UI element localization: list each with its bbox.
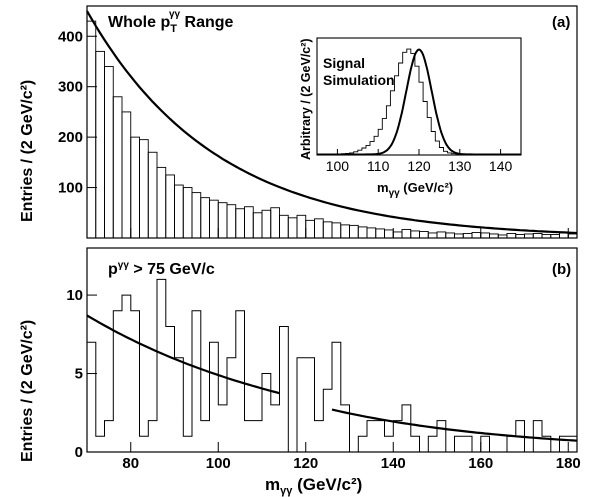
panel-a-bin — [147, 151, 158, 239]
panel-a-bin — [506, 233, 517, 239]
panel-a-bin — [156, 166, 167, 239]
panel-a-bin — [86, 20, 97, 239]
panel-b-label: (b) — [552, 261, 571, 278]
panel-b-x-tick-label: 120 — [293, 455, 318, 472]
panel-a-y-tick-label: 300 — [58, 79, 83, 96]
panel-a-bin — [261, 209, 272, 239]
panel-a-bin — [471, 232, 482, 239]
panel-a-bin — [121, 111, 132, 239]
inset-x-tick-label: 110 — [367, 158, 390, 174]
inset-x-tick-label: 120 — [407, 158, 431, 174]
panel-a-bin — [559, 232, 569, 239]
panel-a-y-axis-label: Entries / (2 GeV/c²) — [19, 80, 36, 222]
panel-a-bin — [217, 202, 228, 239]
inset-x-tick-label: 130 — [448, 158, 472, 174]
panel-a-bin — [436, 231, 447, 239]
panel-b-x-tick-label: 180 — [556, 455, 581, 472]
panel-a-bin — [139, 139, 149, 239]
panel-a-bin — [314, 218, 324, 239]
panel-a-bin — [296, 214, 307, 239]
panel-a-bin — [357, 226, 368, 239]
panel-a-bin — [182, 187, 193, 239]
panel-b-y-tick-label: 0 — [75, 444, 83, 461]
panel-b-y-tick-label: 10 — [66, 287, 83, 304]
panel-b-histogram — [87, 278, 577, 453]
panel-a: 100 200 300 400 Whole pTγγ Range (a) 100 110… — [58, 5, 578, 239]
panel-b-x-axis-label: mγγ (GeV/c²) — [265, 475, 362, 497]
panel-b-histogram-steps — [87, 278, 577, 453]
panel-a-bin — [200, 197, 210, 239]
panel-a-bin — [322, 221, 333, 239]
panel-b-y-axis-label: Entries / (2 GeV/c²) — [19, 320, 36, 462]
panel-a-bin — [567, 233, 578, 239]
inset-y-axis-label: Arbitrary / (2 GeV/c²) — [299, 38, 313, 160]
inset-x-tick-label: 140 — [489, 158, 513, 174]
inset-label-line2: Simulation — [323, 72, 395, 88]
panel-a-bin — [104, 66, 114, 239]
panel-a-bin — [366, 227, 377, 239]
panel-a-bin — [532, 233, 543, 239]
panel-a-bin — [375, 228, 385, 239]
panel-a-bin — [524, 233, 534, 239]
panel-a-bin — [445, 232, 455, 239]
panel-a-bin — [489, 233, 499, 239]
panel-a-bin — [165, 174, 175, 239]
panel-a-bin — [209, 199, 219, 239]
panel-a-bin — [462, 233, 473, 239]
panel-a-bin — [401, 228, 412, 239]
panel-a-bin — [454, 233, 464, 239]
inset-label-line1: Signal — [323, 55, 365, 71]
panel-a-histogram — [86, 20, 578, 239]
inset-signal-simulation: 100 110 120 130 140 Signal Simulation Arbitr… — [299, 37, 522, 199]
panel-a-bin — [95, 50, 105, 239]
panel-a-y-tick-label: 400 — [58, 28, 83, 45]
panel-b-x-tick-label: 80 — [122, 455, 139, 472]
inset-fit-curve — [317, 48, 521, 156]
panel-a-bin — [305, 219, 315, 239]
panel-a-bin — [392, 231, 403, 239]
panel-a-fit-curve — [86, 10, 578, 235]
panel-a-bin — [226, 204, 237, 239]
panel-a-bin — [130, 136, 140, 239]
inset-x-axis-label: mγγ (GeV/c²) — [377, 180, 453, 199]
panel-a-title: Whole pTγγ Range — [108, 9, 234, 35]
panel-a-bin — [410, 230, 420, 239]
panel-a-bin — [174, 184, 184, 239]
panel-b-title: pγγ > 75 GeV/c — [108, 260, 215, 278]
panel-b-fit-curve-low — [86, 314, 280, 395]
panel-a-bin — [331, 222, 342, 239]
panel-a-bin — [287, 217, 298, 239]
panel-a-bin — [427, 232, 438, 239]
panel-a-label: (a) — [552, 14, 570, 31]
panel-b-x-ticks: 80 100 120 140 160 180 — [122, 442, 581, 472]
panel-b-x-tick-label: 100 — [206, 455, 231, 472]
panel-b-x-tick-label: 160 — [468, 455, 493, 472]
panel-a-bin — [235, 208, 245, 239]
inset-x-ticks: 100 110 120 130 140 — [326, 149, 513, 174]
panel-b-y-ticks: 0 5 10 — [66, 287, 97, 461]
panel-a-y-tick-label: 200 — [58, 129, 83, 146]
panel-a-bin — [252, 212, 263, 239]
panel-a-bin — [340, 224, 350, 239]
panel-a-bin — [419, 230, 429, 239]
panel-b-fit-curve-high — [331, 408, 578, 442]
panel-b: 0 5 10 80 100 120 140 160 180 pγγ > 75 GeV/c (b… — [66, 247, 581, 472]
inset-x-tick-label: 100 — [326, 158, 350, 174]
panel-a-bin — [244, 206, 254, 239]
panel-b-x-tick-label: 140 — [381, 455, 406, 472]
panel-a-bin — [191, 192, 202, 239]
panel-a-bin — [279, 214, 289, 239]
panel-b-frame — [86, 247, 578, 453]
panel-a-bin — [480, 232, 490, 239]
panel-a-bin — [270, 207, 280, 239]
panel-a-bin — [349, 224, 359, 239]
panel-b-y-tick-label: 5 — [75, 366, 83, 383]
inset-background — [317, 38, 521, 155]
panel-a-y-tick-label: 100 — [58, 180, 83, 197]
panel-a-bin — [112, 96, 123, 239]
panel-a-bin — [384, 229, 394, 239]
